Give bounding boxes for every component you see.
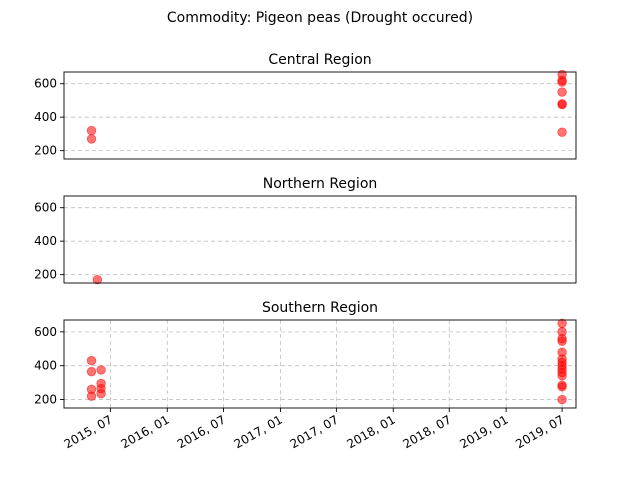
y-tick-label: 600 [34, 201, 57, 215]
y-tick-label: 600 [34, 77, 57, 91]
panel-2: Northern Region 200 400 600 [34, 176, 577, 285]
axes-frame [63, 71, 577, 160]
chart-panels: Central Region 200 400 600 Northern Region 20… [34, 52, 577, 451]
data-point [557, 99, 567, 110]
x-tick-label: 2017, 07 [288, 412, 341, 451]
axes-frame [63, 195, 577, 284]
data-point [86, 391, 97, 401]
data-point [557, 382, 567, 392]
data-point [86, 125, 97, 136]
panel-title: Central Region [268, 52, 371, 68]
data-point [557, 371, 567, 381]
data-point [86, 134, 97, 144]
data-point [96, 365, 106, 375]
data-point [86, 366, 97, 377]
data-point [557, 77, 567, 87]
x-tick-label: 2017, 01 [232, 412, 285, 451]
y-tick-label: 400 [34, 359, 57, 373]
data-point [96, 388, 106, 399]
x-tick-label: 2018, 01 [344, 412, 397, 451]
chart-title: Commodity: Pigeon peas (Drought occured) [167, 10, 473, 26]
y-tick-label: 400 [34, 234, 57, 248]
panel-title: Northern Region [263, 176, 378, 192]
panel-title: Southern Region [262, 300, 378, 316]
y-tick-label: 600 [34, 325, 57, 339]
y-tick-label: 400 [34, 110, 57, 124]
data-point [557, 336, 567, 346]
data-point [86, 355, 97, 366]
y-tick-label: 200 [34, 268, 57, 282]
y-tick-label: 200 [34, 144, 57, 158]
y-tick-label: 200 [34, 393, 57, 407]
x-tick-label: 2019, 01 [457, 412, 510, 451]
x-tick-label: 2018, 07 [400, 412, 453, 451]
panel-1: Central Region 200 400 600 [34, 52, 577, 160]
x-tick-label: 2016, 01 [118, 412, 171, 451]
x-tick-label: 2016, 07 [175, 412, 228, 451]
x-tick-label: 2015, 07 [62, 412, 115, 451]
axes-frame [63, 319, 577, 409]
x-tick-label: 2019, 07 [513, 412, 566, 451]
panel-3: Southern Region 200 400 600 2015, 07 2016, 01… [34, 300, 577, 451]
data-point [557, 87, 567, 97]
data-point [557, 127, 567, 137]
data-point [92, 274, 103, 285]
data-point [557, 394, 567, 405]
